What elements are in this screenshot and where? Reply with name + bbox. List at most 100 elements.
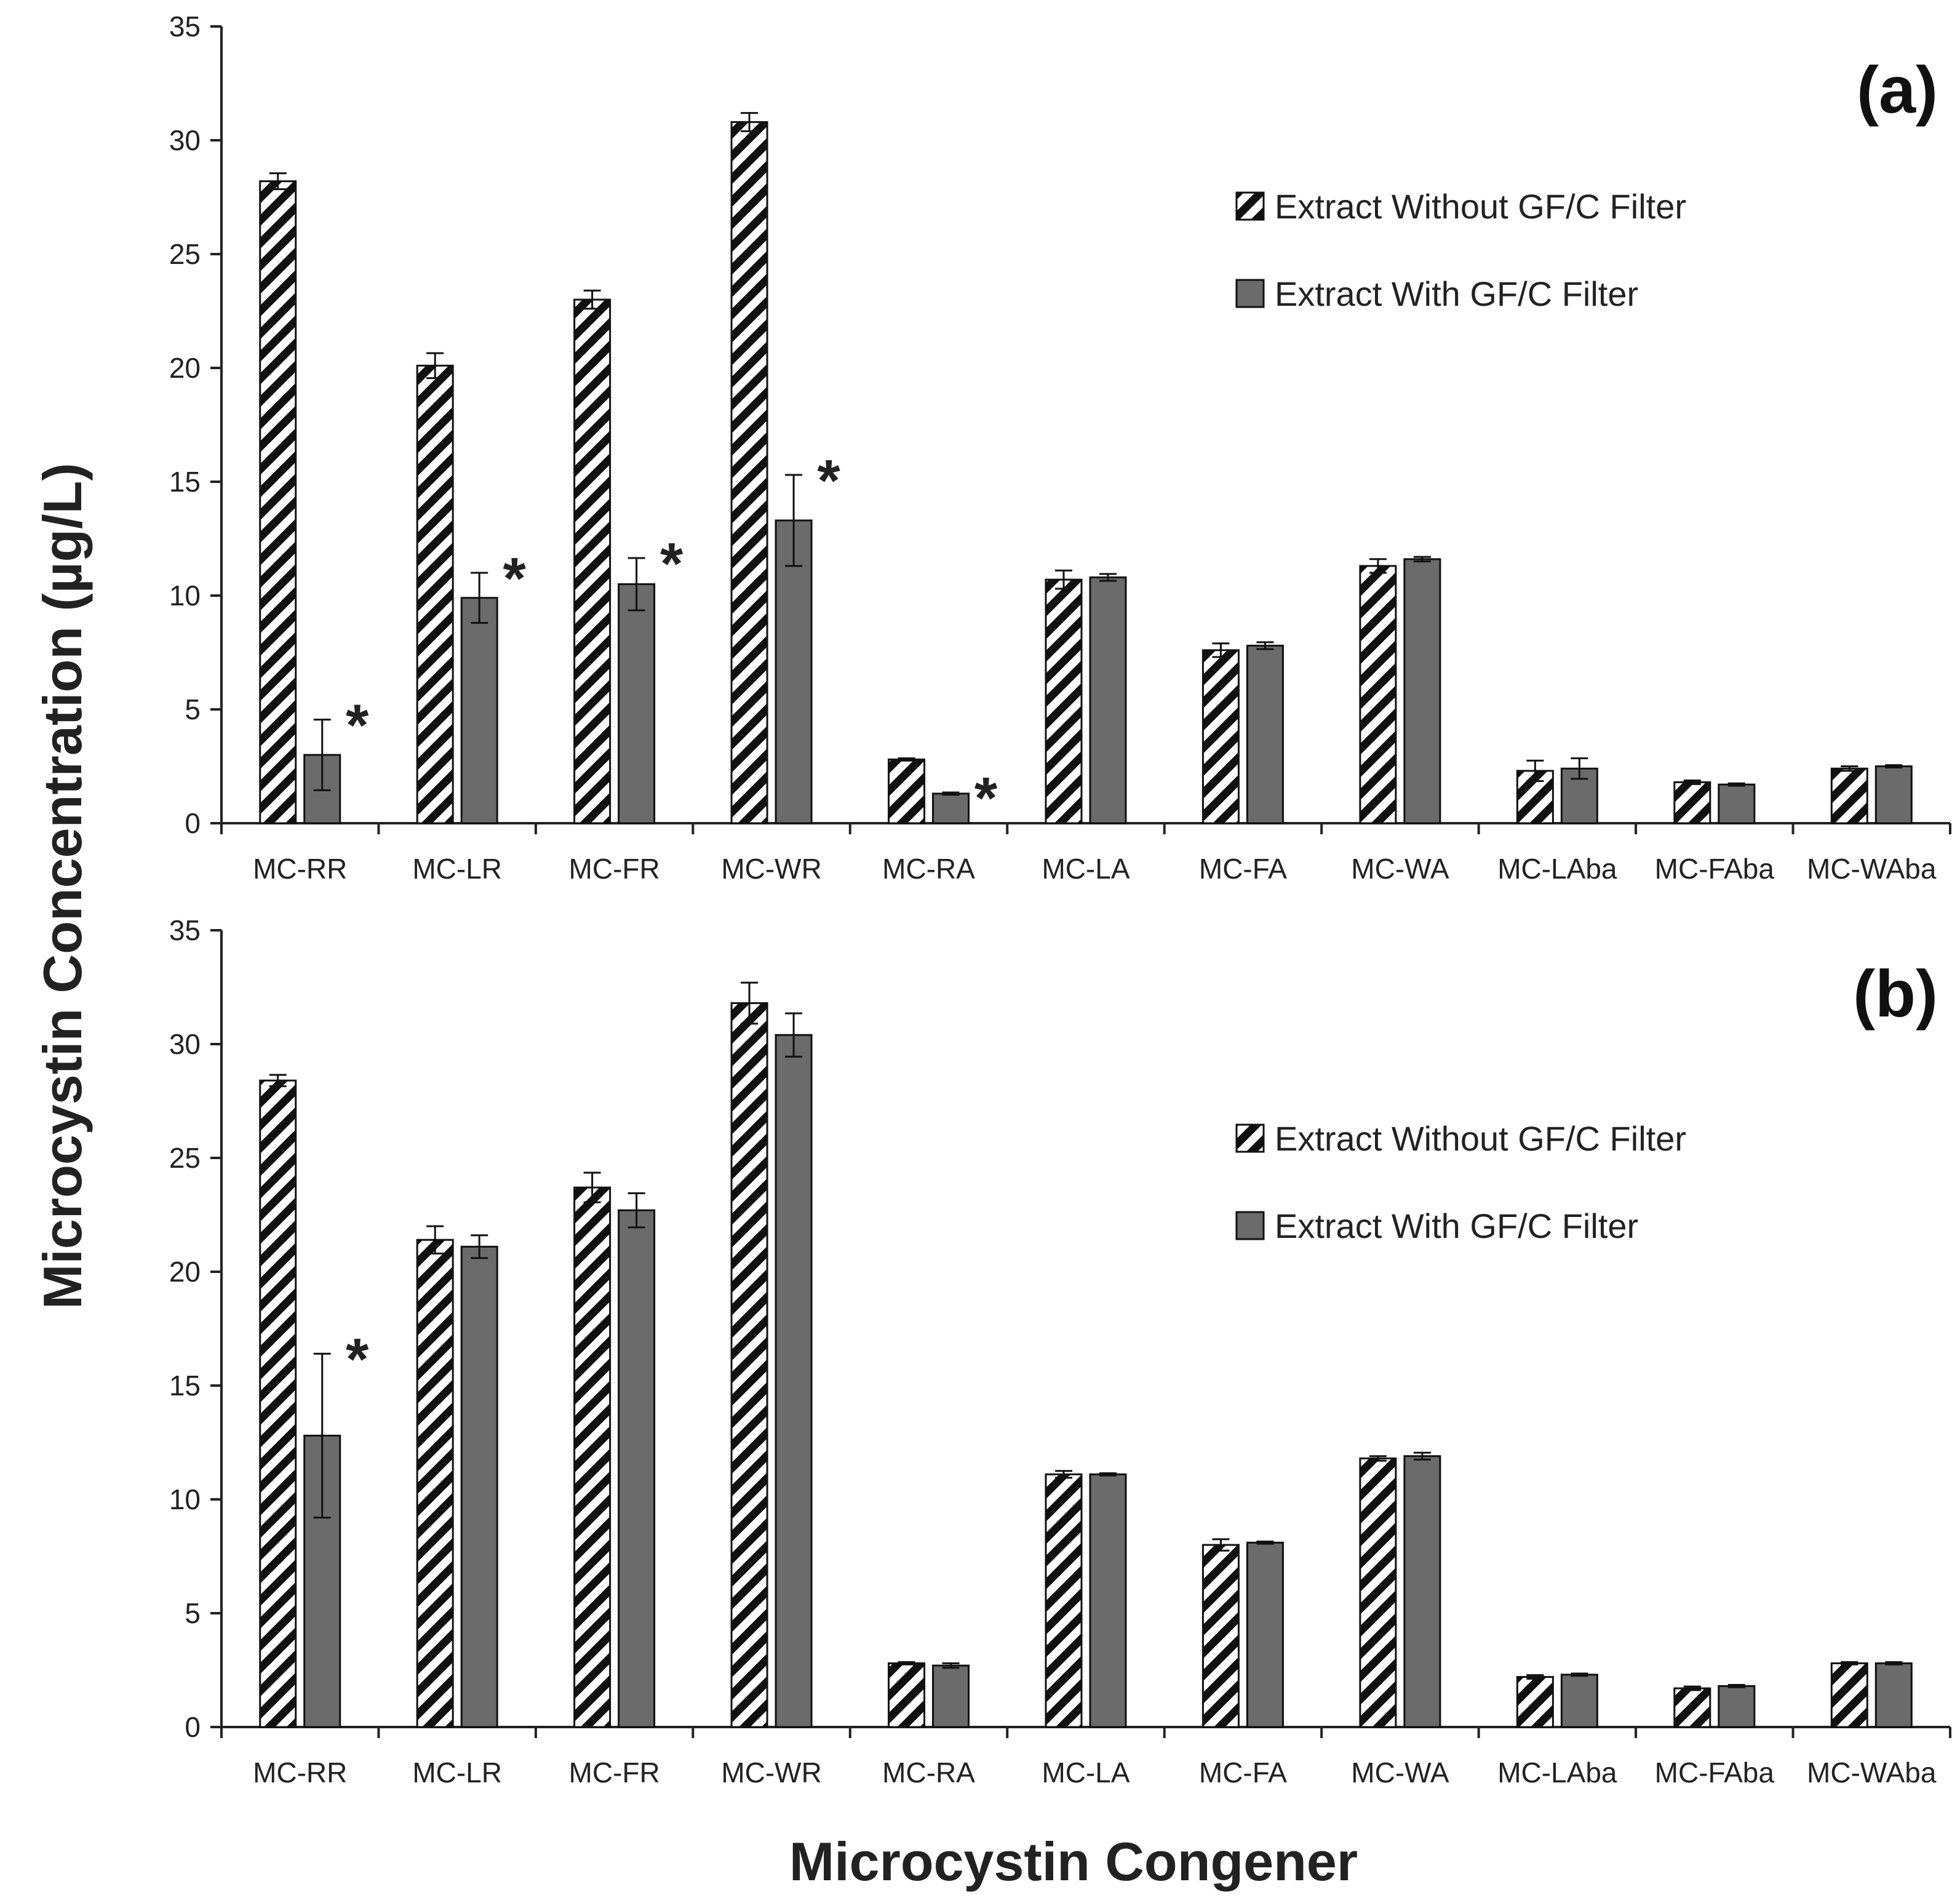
x-tick-label: MC-LR [412,853,502,885]
x-tick-label: MC-WA [1351,1757,1449,1789]
significance-marker: * [817,448,840,514]
y-tick-label: 0 [185,807,201,839]
legend-swatch-with-filter [1235,279,1265,308]
chart-panel-b: 0 5 10 15 20 25 30 35 MC-RR * MC-LR MC-FR MC-WR MC-RA… [169,914,1951,1789]
significance-marker: * [974,765,998,831]
bar-without-filter [416,364,454,824]
bar-with-filter [460,597,498,824]
legend-label: Extract Without GF/C Filter [1275,1119,1686,1158]
bar-without-filter [1830,767,1868,824]
bar-with-filter [775,1034,813,1728]
significance-marker: * [346,693,369,759]
bar-with-filter [618,583,656,824]
x-tick-label: MC-RR [253,1757,347,1789]
legend-label: Extract Without GF/C Filter [1275,187,1686,226]
bar-without-filter [416,1239,454,1728]
y-tick-label: 35 [169,914,201,946]
y-tick-label: 20 [169,1256,201,1288]
bar-with-filter [1718,1685,1756,1728]
x-tick-label: MC-LAba [1497,853,1617,885]
bar-without-filter [259,180,297,824]
panel-label: (b) [1853,956,1938,1031]
bar-without-filter [1045,1473,1083,1728]
legend-label: Extract With GF/C Filter [1275,1207,1638,1245]
x-axis-title: Microcystin Congener [789,1831,1358,1892]
y-axis-title: Microcystin Concentration (µg/L) [32,463,93,1309]
significance-marker: * [660,531,683,597]
x-tick-label: MC-WAba [1807,853,1937,885]
x-tick-label: MC-FA [1199,853,1287,885]
y-tick-label: 15 [169,1370,201,1402]
bar-without-filter [573,1186,612,1728]
bar-with-filter [1718,783,1756,824]
y-tick-label: 35 [169,10,201,42]
y-tick-label: 5 [185,693,201,725]
legend: Extract Without GF/C Filter Extract With … [1235,187,1686,313]
bar-without-filter [1045,578,1083,824]
legend-swatch-without-filter [1235,1123,1265,1153]
x-tick-label: MC-LAba [1497,1757,1617,1789]
x-tick-label: MC-FAba [1655,853,1775,885]
chart-panels: 0 5 10 15 20 25 30 35 MC-RR * MC-LR * MC-FR * MC-WR * MC… [169,10,1951,1789]
x-tick-label: MC-LR [412,1757,502,1789]
y-tick-label: 30 [169,124,201,156]
y-tick-label: 15 [169,466,201,498]
x-tick-label: MC-LA [1042,1757,1129,1789]
y-tick-label: 25 [169,238,201,270]
chart-panel-a: 0 5 10 15 20 25 30 35 MC-RR * MC-LR * MC-FR * MC-WR * MC… [169,10,1951,885]
y-tick-label: 20 [169,352,201,384]
x-tick-label: MC-FAba [1655,1757,1775,1789]
x-tick-label: MC-RA [882,1757,975,1789]
x-tick-label: MC-WR [721,1757,822,1789]
bar-with-filter [932,792,970,824]
significance-marker: * [503,546,527,612]
y-tick-label: 10 [169,580,201,612]
legend-swatch-with-filter [1235,1211,1265,1240]
bar-with-filter [1560,1674,1598,1728]
bar-with-filter [618,1209,656,1728]
bar-with-filter [1403,558,1441,824]
bar-with-filter [1246,1541,1284,1728]
bar-without-filter [1516,1676,1554,1728]
bar-without-filter [573,298,612,824]
x-tick-label: MC-FA [1199,1757,1287,1789]
y-tick-label: 25 [169,1142,201,1174]
y-tick-label: 30 [169,1028,201,1060]
bar-without-filter [1673,1687,1711,1728]
bar-with-filter [1874,765,1913,824]
bar-without-filter [1830,1662,1868,1728]
bar-without-filter [1359,565,1397,824]
bar-without-filter [888,1662,926,1728]
bar-with-filter [932,1664,970,1728]
panel-label: (a) [1857,52,1938,127]
bar-without-filter [730,121,768,824]
x-tick-label: MC-LA [1042,853,1129,885]
x-tick-label: MC-WA [1351,853,1449,885]
legend: Extract Without GF/C Filter Extract With … [1235,1119,1686,1245]
bar-without-filter [888,758,926,824]
bar-with-filter [1089,1473,1127,1728]
x-tick-label: MC-FR [569,853,660,885]
significance-marker: * [346,1327,369,1392]
bar-without-filter [730,1002,768,1728]
bar-without-filter [1201,649,1240,824]
bar-with-filter [1246,644,1284,824]
x-tick-label: MC-WR [721,853,822,885]
legend-label: Extract With GF/C Filter [1275,274,1638,313]
bar-without-filter [1673,781,1711,824]
y-tick-label: 0 [185,1711,201,1743]
bar-without-filter [1201,1544,1240,1728]
x-tick-label: MC-RA [882,853,975,885]
bar-without-filter [1359,1457,1397,1728]
y-tick-label: 10 [169,1483,201,1515]
bar-without-filter [259,1079,297,1728]
bar-with-filter [460,1245,498,1728]
bar-with-filter [1874,1662,1913,1728]
bar-with-filter [1089,576,1127,824]
bar-with-filter [775,519,813,824]
bar-with-filter [1403,1455,1441,1728]
y-tick-label: 5 [185,1597,201,1629]
x-tick-label: MC-RR [253,853,347,885]
x-tick-label: MC-FR [569,1757,660,1789]
